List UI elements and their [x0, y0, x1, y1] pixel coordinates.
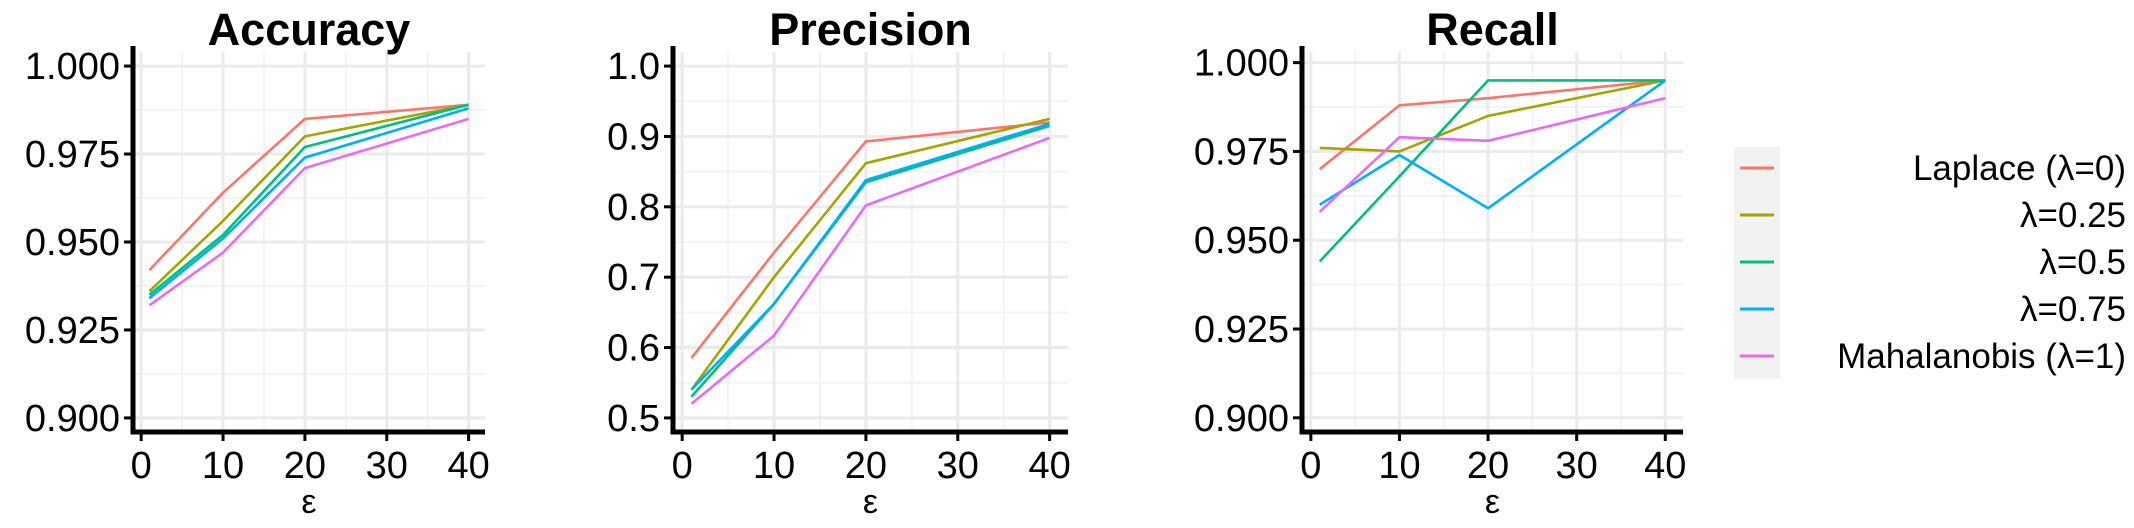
- series-line-0-5: [690, 124, 1050, 398]
- x-tick-label: 0: [1300, 445, 1321, 487]
- y-tick-label: 0.6: [607, 328, 660, 370]
- series-line-mahalanobis-1: [1318, 96, 1666, 213]
- x-tick-label: 30: [1556, 445, 1598, 487]
- y-tick-label: 0.925: [25, 310, 120, 352]
- series-line-laplace-0: [148, 103, 469, 271]
- series-line-mahalanobis-1: [690, 136, 1051, 405]
- y-tick-label: 1.0: [607, 46, 660, 88]
- y-tick-label: 0.7: [607, 257, 660, 299]
- x-tick-label: 30: [366, 445, 408, 487]
- y-tick-label: 0.975: [25, 134, 120, 176]
- y-tick-label: 0.950: [25, 222, 120, 264]
- chart-title: Recall: [1426, 4, 1559, 55]
- panel-precision: 0.5 0.6 0.7 0.8 0.9 1.0 0 10 20 30 40 Precision ε: [607, 4, 1071, 521]
- x-tick-label: 10: [202, 445, 244, 487]
- panel-accuracy: 0.900 0.925 0.950 0.975 1.000 0 10 20 30 40 Accura…: [25, 4, 490, 521]
- x-axis-label: ε: [1485, 483, 1500, 521]
- x-tick-label: 10: [1378, 445, 1420, 487]
- x-tick-label: 10: [753, 445, 795, 487]
- y-tick-label: 1.000: [1194, 43, 1289, 85]
- series-line-laplace-0: [1318, 79, 1666, 171]
- panel-recall: 0.900 0.925 0.950 0.975 1.000 0 10 20 30 40 Recall…: [1194, 4, 1687, 521]
- x-tick-label: 40: [1028, 445, 1070, 487]
- x-tick-label: 40: [447, 445, 489, 487]
- chart-title: Precision: [769, 4, 972, 55]
- series-line-0-75: [690, 122, 1050, 391]
- y-tick-label: 0.925: [1194, 309, 1289, 351]
- legend-label-laplace-0: Laplace (λ=0): [1913, 149, 2126, 188]
- x-tick-label: 30: [937, 445, 979, 487]
- y-tick-label: 0.900: [1194, 398, 1289, 440]
- y-tick-label: 0.8: [607, 187, 660, 229]
- y-tick-label: 0.900: [25, 398, 120, 440]
- x-tick-label: 0: [131, 445, 152, 487]
- legend-label-mahalanobis-1: Mahalanobis (λ=1): [1837, 337, 2126, 376]
- y-tick-label: 0.9: [607, 116, 660, 158]
- series-line-laplace-0: [690, 121, 1050, 359]
- y-tick-label: 0.950: [1194, 220, 1289, 262]
- series-line-mahalanobis-1: [148, 117, 469, 307]
- series-line-0-25: [1319, 79, 1666, 153]
- x-axis-label: ε: [863, 483, 878, 521]
- x-tick-label: 0: [672, 445, 693, 487]
- legend-label-0-25: λ=0.25: [2020, 196, 2126, 235]
- series-line-0-5: [148, 103, 469, 296]
- legend-label-0-5: λ=0.5: [2039, 243, 2126, 282]
- legend: Laplace (λ=0) λ=0.25 λ=0.5 λ=0.75 Mahalanobi…: [1734, 147, 2126, 379]
- x-tick-label: 20: [845, 445, 887, 487]
- series-line-0-5: [1318, 79, 1666, 263]
- x-axis-label: ε: [301, 483, 316, 521]
- chart-title: Accuracy: [208, 4, 411, 55]
- x-tick-label: 20: [1467, 445, 1509, 487]
- x-tick-label: 40: [1644, 445, 1686, 487]
- series-line-0-25: [148, 103, 469, 293]
- x-tick-label: 20: [284, 445, 326, 487]
- series-line-0-25: [690, 117, 1050, 391]
- y-tick-label: 0.975: [1194, 131, 1289, 173]
- legend-label-0-75: λ=0.75: [2020, 290, 2126, 329]
- y-tick-label: 0.5: [607, 398, 660, 440]
- series-line-0-75: [1319, 79, 1667, 210]
- y-tick-label: 1.000: [25, 46, 120, 88]
- series-line-0-75: [148, 107, 469, 300]
